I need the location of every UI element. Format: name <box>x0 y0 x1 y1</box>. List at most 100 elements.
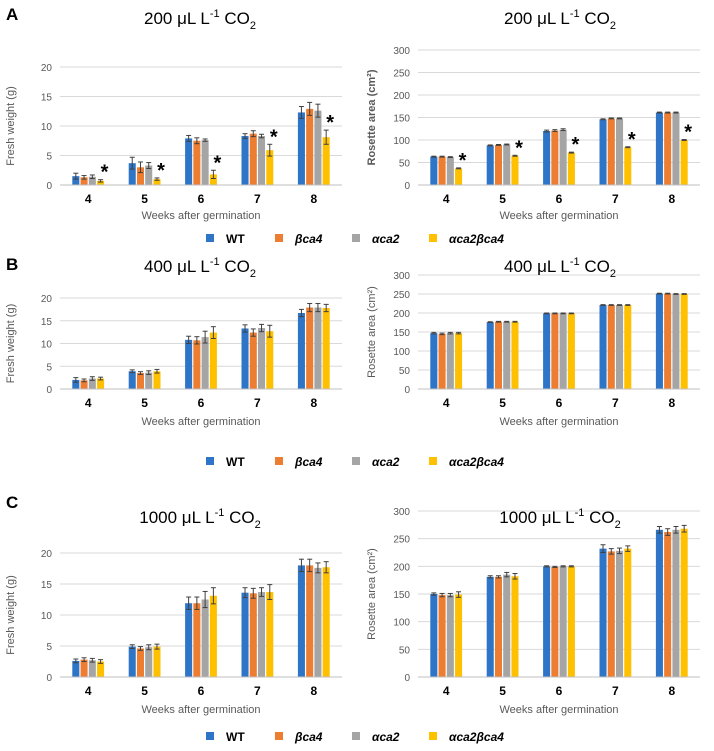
bar-aca2-week-5 <box>503 321 511 389</box>
bar-wt-week-6 <box>185 138 193 185</box>
significance-asterisk: * <box>270 126 278 148</box>
legend-label-aca2: αca2 <box>372 730 400 744</box>
x-tick-label: 7 <box>254 684 261 698</box>
y-tick-label: 50 <box>399 159 411 170</box>
significance-asterisk: * <box>628 129 636 151</box>
bar-aca2-week-6 <box>559 566 567 677</box>
bar-bca4-week-7 <box>249 133 257 185</box>
bar-aca2-week-4 <box>88 176 96 185</box>
chart-title: 400 μL L-1 CO2 <box>504 256 616 280</box>
chart-rosette-area-400: 0 50 100 150 200 250 300 4 5 6 7 8 400 μL L-1 CO2 Wee… <box>366 256 700 428</box>
x-axis-label: Weeks after germination <box>499 704 618 716</box>
chart-title-sup: -1 <box>210 256 220 268</box>
x-tick-label: 6 <box>556 396 563 410</box>
legend-label-aca2bca4: αca2βca4 <box>449 730 504 744</box>
bar-bca4-week-5 <box>494 321 502 389</box>
y-tick-label: 5 <box>46 152 52 163</box>
bar-bca4-week-5 <box>136 373 144 389</box>
chart-title-sup: -1 <box>215 507 225 519</box>
y-axis-label: Fresh weight (g) <box>5 575 17 654</box>
chart-title-sub: 2 <box>255 519 261 531</box>
y-tick-label: 10 <box>41 122 53 133</box>
x-tick-label: 8 <box>310 684 317 698</box>
chart-title-co: CO <box>224 508 254 527</box>
bar-bca4-week-4 <box>80 177 88 185</box>
x-tick-label: 8 <box>668 684 675 698</box>
y-tick-label: 50 <box>399 366 411 377</box>
bar-bca4-week-8 <box>664 532 672 677</box>
bar-bca4-week-8 <box>306 108 314 185</box>
bar-aca2bca4-week-8 <box>680 294 688 389</box>
bar-bca4-week-5 <box>494 144 502 185</box>
significance-asterisk: * <box>571 134 579 156</box>
bar-wt-week-4 <box>430 594 438 677</box>
bar-bca4-week-5 <box>136 167 144 185</box>
bar-bca4-week-6 <box>551 130 559 185</box>
x-tick-label: 4 <box>85 192 92 206</box>
bar-aca2bca4-week-8 <box>680 528 688 677</box>
bar-aca2-week-8 <box>314 567 322 677</box>
y-tick-label: 10 <box>41 340 53 351</box>
bar-aca2-week-5 <box>503 574 511 677</box>
y-tick-label: 0 <box>404 673 410 684</box>
bar-bca4-week-4 <box>438 333 446 389</box>
chart-title-sub: 2 <box>250 268 256 280</box>
bar-wt-week-8 <box>297 565 305 677</box>
legend-swatch-aca2bca4 <box>429 732 437 740</box>
bar-aca2-week-8 <box>672 529 680 677</box>
y-tick-label: 5 <box>46 362 52 373</box>
chart-title-sub: 2 <box>610 20 616 32</box>
bar-aca2bca4-week-8 <box>680 140 688 185</box>
y-tick-label: 5 <box>46 642 52 653</box>
y-axis-label: Rosette area (cm²) <box>366 548 378 640</box>
y-tick-label: 15 <box>41 317 53 328</box>
y-tick-label: 150 <box>393 328 410 339</box>
bar-aca2-week-6 <box>559 313 567 389</box>
chart-title-co: CO <box>580 257 610 276</box>
chart-title: 200 μL L-1 CO2 <box>504 8 616 32</box>
x-tick-label: 4 <box>85 396 92 410</box>
chart-title-co: CO <box>220 257 250 276</box>
y-tick-label: 0 <box>404 385 410 396</box>
chart-title-main: 400 μL L <box>144 257 210 276</box>
bar-bca4-week-4 <box>438 595 446 677</box>
significance-asterisk: * <box>515 137 523 159</box>
chart-title-main: 1000 μL L <box>139 508 214 527</box>
bar-aca2bca4-week-5 <box>153 646 161 677</box>
significance-asterisk: * <box>157 160 165 182</box>
bar-aca2bca4-week-5 <box>153 371 161 389</box>
x-tick-label: 8 <box>668 192 675 206</box>
legend-swatch-aca2 <box>352 234 360 242</box>
x-axis-label: Weeks after germination <box>141 704 260 716</box>
y-tick-label: 0 <box>46 673 52 684</box>
bar-wt-week-6 <box>185 603 193 677</box>
bar-aca2-week-4 <box>446 595 454 677</box>
y-tick-label: 150 <box>393 114 410 125</box>
chart-title-main: 1000 μL L <box>499 508 574 527</box>
significance-asterisk: * <box>459 150 467 172</box>
bar-wt-week-7 <box>599 119 607 185</box>
x-tick-label: 7 <box>612 192 619 206</box>
bar-bca4-week-6 <box>551 566 559 677</box>
bar-aca2bca4-week-6 <box>567 313 575 389</box>
chart-fresh-weight-200: 0 5 10 15 20 * 4 * 5 * 6 * 7 * 8 200 μL L-1 CO2 Weeks af… <box>5 8 342 222</box>
bar-bca4-week-6 <box>193 603 201 677</box>
bar-wt-week-6 <box>185 339 193 389</box>
panel-letter-c: C <box>6 493 18 512</box>
bar-aca2bca4-week-6 <box>567 152 575 185</box>
bar-wt-week-7 <box>241 328 249 389</box>
chart-title-co: CO <box>220 9 250 28</box>
bar-bca4-week-7 <box>249 593 257 677</box>
bar-aca2bca4-week-7 <box>266 331 274 389</box>
bar-bca4-week-8 <box>664 293 672 389</box>
bar-aca2bca4-week-5 <box>511 155 519 185</box>
panel-letter-a: A <box>6 5 18 24</box>
x-tick-label: 7 <box>612 396 619 410</box>
bar-wt-week-7 <box>599 548 607 677</box>
chart-rosette-area-1000: 0 50 100 150 200 250 300 4 5 6 7 8 1000 μL L-1 CO2 We… <box>366 507 700 716</box>
bar-aca2-week-8 <box>314 110 322 185</box>
bar-aca2-week-7 <box>616 550 624 677</box>
x-tick-label: 8 <box>310 192 317 206</box>
x-tick-label: 7 <box>254 396 261 410</box>
